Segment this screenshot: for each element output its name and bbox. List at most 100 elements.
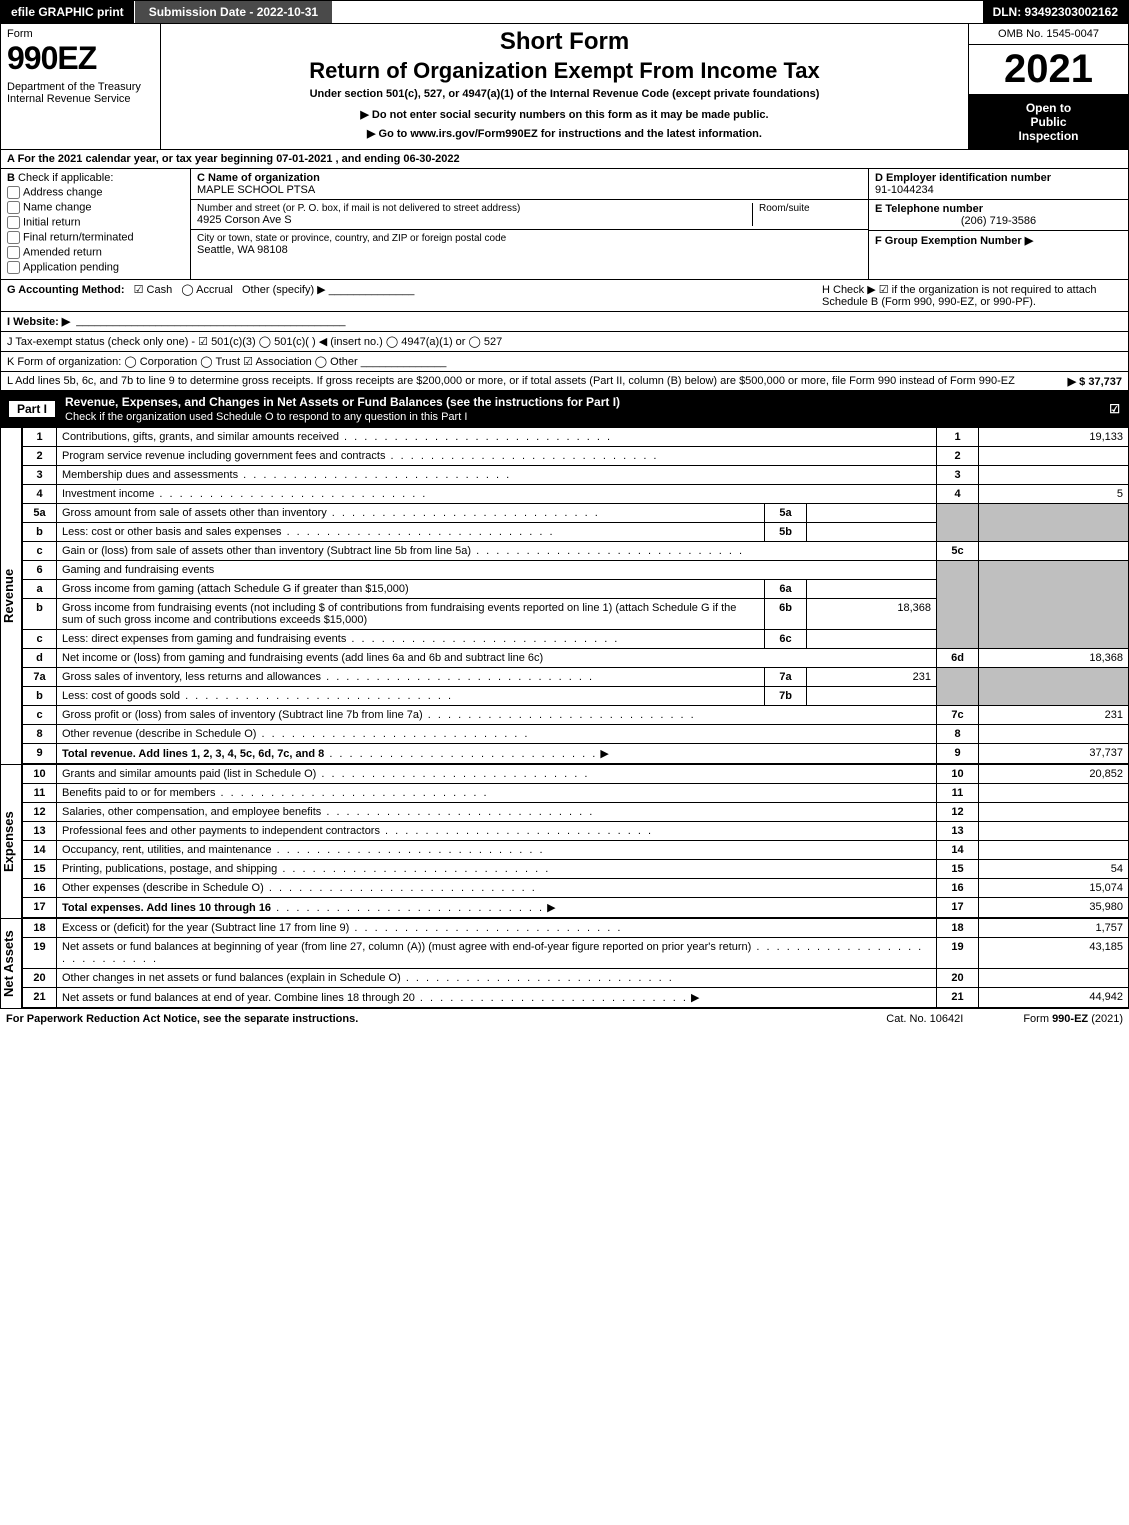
d-20: Other changes in net assets or fund bala… [62, 972, 401, 984]
chk-amended[interactable] [7, 246, 20, 259]
rn-20: 20 [937, 969, 979, 988]
chk-address-change[interactable] [7, 186, 20, 199]
ln-9: 9 [23, 744, 57, 764]
a-19: 43,185 [979, 938, 1129, 969]
ln-5c: c [23, 542, 57, 561]
opt-address: Address change [23, 186, 103, 198]
rn-1: 1 [937, 428, 979, 447]
part-i-badge: Part I [9, 401, 55, 417]
row-gh: G Accounting Method: ☑ Cash ◯ Accrual Ot… [0, 280, 1129, 312]
efile-print-button[interactable]: efile GRAPHIC print [1, 1, 135, 23]
mv-7b [807, 687, 937, 706]
g-label: G Accounting Method: [7, 284, 125, 296]
part-i-sub: Check if the organization used Schedule … [65, 411, 467, 423]
chk-name-change[interactable] [7, 201, 20, 214]
a-18: 1,757 [979, 919, 1129, 938]
d-3: Membership dues and assessments [62, 469, 238, 481]
section-bcd: B Check if applicable: Address change Na… [0, 169, 1129, 280]
ln-6d: d [23, 649, 57, 668]
expenses-block: Expenses 10Grants and similar amounts pa… [0, 764, 1129, 918]
d-9: Total revenue. Add lines 1, 2, 3, 4, 5c,… [62, 748, 324, 760]
room-label: Room/suite [759, 203, 862, 214]
part-i-check[interactable]: ☑ [1109, 402, 1120, 416]
opt-final: Final return/terminated [23, 231, 134, 243]
ln-8: 8 [23, 725, 57, 744]
col-d: D Employer identification number 91-1044… [868, 169, 1128, 279]
inspect-line1: Open to [973, 101, 1124, 115]
dept-label: Department of the Treasury Internal Reve… [7, 81, 154, 105]
a-17: 35,980 [979, 898, 1129, 918]
arr-9: ▶ [600, 748, 608, 760]
d-8: Other revenue (describe in Schedule O) [62, 728, 256, 740]
ln-7c: c [23, 706, 57, 725]
rn-4: 4 [937, 485, 979, 504]
row-a: A For the 2021 calendar year, or tax yea… [0, 150, 1129, 169]
side-revenue: Revenue [0, 427, 22, 764]
i-label: I Website: ▶ [7, 315, 70, 328]
d-6d: Net income or (loss) from gaming and fun… [62, 652, 543, 664]
part-i-header: Part I Revenue, Expenses, and Changes in… [0, 391, 1129, 427]
ein-label: D Employer identification number [875, 172, 1122, 184]
a-21: 44,942 [979, 988, 1129, 1008]
d-1: Contributions, gifts, grants, and simila… [62, 431, 339, 443]
a-2 [979, 447, 1129, 466]
tax-year: 2021 [969, 45, 1128, 95]
ln-6b: b [23, 599, 57, 630]
inspect-line3: Inspection [973, 129, 1124, 143]
tel-label: E Telephone number [875, 203, 1122, 215]
ln-19: 19 [23, 938, 57, 969]
opt-initial: Initial return [23, 216, 80, 228]
col-c: C Name of organization MAPLE SCHOOL PTSA… [191, 169, 868, 279]
opt-name: Name change [23, 201, 92, 213]
row-a-text: A For the 2021 calendar year, or tax yea… [7, 153, 460, 165]
rn-13: 13 [937, 822, 979, 841]
expenses-table: 10Grants and similar amounts paid (list … [22, 764, 1129, 918]
a-9: 37,737 [979, 744, 1129, 764]
a-5c [979, 542, 1129, 561]
a-15: 54 [979, 860, 1129, 879]
m-5a: 5a [765, 504, 807, 523]
opt-pending: Application pending [23, 261, 119, 273]
revenue-block: Revenue 1 Contributions, gifts, grants, a… [0, 427, 1129, 764]
irs-link[interactable]: ▶ Go to www.irs.gov/Form990EZ for instru… [169, 127, 960, 140]
d-6c: Less: direct expenses from gaming and fu… [62, 633, 346, 645]
revenue-table: 1 Contributions, gifts, grants, and simil… [22, 427, 1129, 764]
title-return: Return of Organization Exempt From Incom… [169, 58, 960, 84]
c-addr-label: Number and street (or P. O. box, if mail… [197, 203, 752, 214]
g-accrual: Accrual [196, 284, 233, 296]
rn-12: 12 [937, 803, 979, 822]
mv-5a [807, 504, 937, 523]
form-label: Form [7, 28, 154, 40]
a-16: 15,074 [979, 879, 1129, 898]
c-name-label: C Name of organization [197, 172, 320, 184]
opt-amended: Amended return [23, 246, 102, 258]
a-11 [979, 784, 1129, 803]
d-17: Total expenses. Add lines 10 through 16 [62, 902, 271, 914]
ln-5b: b [23, 523, 57, 542]
inspection-badge: Open to Public Inspection [969, 95, 1128, 149]
d-7c: Gross profit or (loss) from sales of inv… [62, 709, 423, 721]
d-14: Occupancy, rent, utilities, and maintena… [62, 844, 272, 856]
ln-11: 11 [23, 784, 57, 803]
d-5b: Less: cost or other basis and sales expe… [62, 526, 282, 538]
h-text: H Check ▶ ☑ if the organization is not r… [822, 283, 1122, 308]
rn-8: 8 [937, 725, 979, 744]
a-4: 5 [979, 485, 1129, 504]
d-7a: Gross sales of inventory, less returns a… [62, 671, 321, 683]
k-text: K Form of organization: ◯ Corporation ◯ … [7, 356, 358, 368]
d-18: Excess or (deficit) for the year (Subtra… [62, 922, 349, 934]
m-7a: 7a [765, 668, 807, 687]
col-b: B Check if applicable: Address change Na… [1, 169, 191, 279]
chk-pending[interactable] [7, 261, 20, 274]
tel-value: (206) 719-3586 [875, 215, 1122, 227]
l-text: L Add lines 5b, 6c, and 7b to line 9 to … [7, 375, 1015, 387]
chk-final-return[interactable] [7, 231, 20, 244]
d-6: Gaming and fundraising events [57, 561, 937, 580]
ln-7b: b [23, 687, 57, 706]
ln-16: 16 [23, 879, 57, 898]
ln-10: 10 [23, 765, 57, 784]
ln-21: 21 [23, 988, 57, 1008]
ln-2: 2 [23, 447, 57, 466]
chk-initial-return[interactable] [7, 216, 20, 229]
org-address: 4925 Corson Ave S [197, 214, 752, 226]
